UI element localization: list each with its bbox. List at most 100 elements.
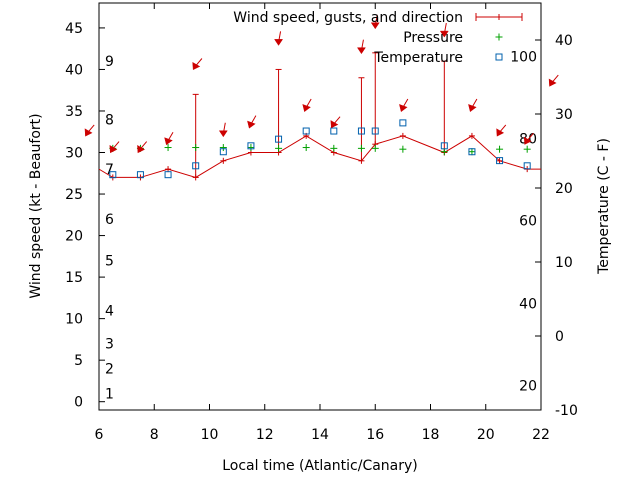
- temperature-point: [219, 148, 227, 156]
- y-left-tick-label: 45: [65, 21, 83, 37]
- x-tick-label: 12: [256, 427, 274, 443]
- temperature-point: [440, 142, 448, 150]
- beaufort-label: 1: [105, 386, 114, 402]
- wind-direction-arrow: [218, 122, 228, 138]
- wind-direction-arrow: [164, 132, 174, 146]
- x-tick-label: 10: [201, 427, 219, 443]
- pressure-point: [399, 145, 407, 153]
- pressure-point: [357, 144, 365, 152]
- y-left-tick-label: 25: [65, 187, 83, 203]
- fahrenheit-scale-labels: 20406080100: [510, 49, 537, 394]
- arrow-head: [247, 120, 256, 129]
- arrow-head: [496, 128, 505, 137]
- beaufort-label: 2: [105, 361, 114, 377]
- legend-label-pressure: Pressure: [403, 30, 463, 46]
- wind-direction-arrow: [496, 124, 507, 137]
- x-tick-label: 6: [95, 427, 104, 443]
- wind-direction-arrow: [109, 141, 120, 154]
- wind-direction-arrow: [523, 132, 534, 145]
- legend-pressure-plus: [495, 33, 503, 41]
- arrow-head: [439, 30, 449, 38]
- pressure-point: [219, 144, 227, 152]
- beaufort-label: 8: [105, 112, 114, 128]
- legend-temperature-square: [495, 53, 503, 61]
- y-right-tick-label: 0: [555, 329, 564, 345]
- legend-sample-pressure: [495, 33, 503, 41]
- wind-direction-arrow: [548, 74, 559, 87]
- pressure-point: [247, 144, 255, 152]
- pressure-point: [164, 144, 172, 152]
- temperature-series: [109, 119, 531, 179]
- temperature-point: [496, 157, 504, 165]
- y-right-tick-label: 30: [555, 107, 573, 123]
- y-left-tick-label: 10: [65, 312, 83, 328]
- arrow-head: [330, 120, 339, 129]
- y-right-tick-labels: -10 0 10 20 30 40: [555, 33, 578, 419]
- temperature-point: [468, 148, 476, 156]
- y-left-tick-label: 5: [74, 353, 83, 369]
- fahrenheit-label: 20: [519, 379, 537, 395]
- arrow-head: [399, 104, 408, 112]
- legend-label-wind: Wind speed, gusts, and direction: [233, 10, 463, 26]
- arrow-head: [468, 104, 477, 112]
- y-right-tick-label: 20: [555, 181, 573, 197]
- wind-speed-point: [468, 132, 475, 139]
- y-left-tick-label: 30: [65, 146, 83, 162]
- x-tick-labels: 6 8 10 12 14 16 18 20 22: [95, 427, 550, 443]
- legend: Wind speed, gusts, and direction Pressur…: [233, 10, 523, 66]
- x-tick-label: 14: [311, 427, 329, 443]
- arrow-head: [109, 145, 118, 154]
- y-left-tick-label: 20: [65, 229, 83, 245]
- arrow-head: [218, 130, 228, 138]
- beaufort-label: 9: [105, 54, 114, 70]
- wind-direction-arrow: [247, 115, 257, 129]
- temperature-point: [247, 142, 255, 150]
- y-right-tick-label: -10: [555, 403, 578, 419]
- pressure-point: [302, 144, 310, 152]
- arrow-head: [84, 128, 93, 137]
- beaufort-label: 5: [105, 253, 114, 269]
- legend-sample-wind: [475, 13, 523, 21]
- y-right-tick-label: 10: [555, 255, 573, 271]
- pressure-point: [275, 144, 283, 152]
- temperature-point: [371, 127, 379, 135]
- temperature-point: [192, 162, 200, 170]
- temperature-point: [302, 127, 310, 135]
- wind-direction-arrow: [439, 22, 449, 38]
- y-left-tick-labels: 0 5 10 15 20 25 30 35 40 45: [65, 21, 83, 411]
- temperature-point: [275, 135, 283, 143]
- plot-frame: [98, 2, 542, 411]
- pressure-point: [192, 144, 200, 152]
- pressure-point: [440, 148, 448, 156]
- wind-speed-point: [165, 166, 172, 173]
- arrow-head: [274, 39, 284, 46]
- wind-direction-arrows: [84, 14, 559, 154]
- arrow-head: [548, 78, 557, 87]
- pressure-point: [371, 144, 379, 152]
- x-tick-label: 18: [422, 427, 440, 443]
- wind-speed-line: [98, 135, 541, 178]
- x-axis-label: Local time (Atlantic/Canary): [222, 458, 418, 474]
- y-left-tick-label: 40: [65, 62, 83, 78]
- arrow-head: [164, 137, 173, 146]
- wind-direction-arrow: [399, 98, 409, 112]
- temperature-point: [399, 119, 407, 127]
- fahrenheit-label: 40: [519, 296, 537, 312]
- arrow-head: [137, 145, 145, 154]
- temperature-point: [109, 171, 117, 179]
- temperature-point: [330, 127, 338, 135]
- arrow-head: [302, 104, 311, 112]
- temperature-point: [164, 171, 172, 179]
- beaufort-scale-labels: 1 2 3 4 5 6 7 8 9: [105, 54, 114, 402]
- x-tick-label: 22: [532, 427, 550, 443]
- y-left-tick-label: 35: [65, 104, 83, 120]
- legend-sample-temperature: [495, 53, 503, 61]
- axis-ticks: [98, 3, 542, 411]
- y-left-tick-label: 15: [65, 270, 83, 286]
- wind-direction-arrow: [468, 98, 478, 112]
- legend-label-temperature: Temperature: [373, 50, 463, 66]
- pressure-point: [496, 145, 504, 153]
- y-right-tick-label: 40: [555, 33, 573, 49]
- fahrenheit-label: 60: [519, 214, 537, 230]
